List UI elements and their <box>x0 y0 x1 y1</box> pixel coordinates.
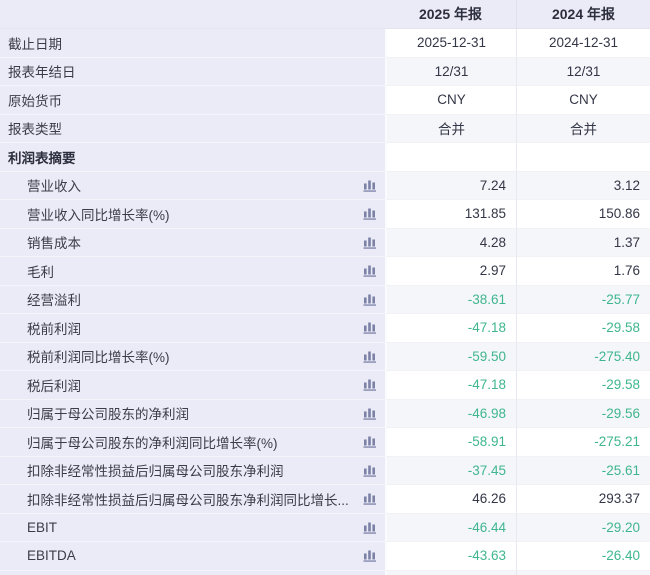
bar-chart-icon[interactable] <box>362 292 377 306</box>
table-row: EBIT -46.44 -29.20 <box>0 513 650 542</box>
bar-chart-icon[interactable] <box>362 520 377 534</box>
bar-chart-icon[interactable] <box>362 492 377 506</box>
row-label: 毛利 <box>27 264 54 280</box>
value-2024: -275.21 <box>516 428 650 457</box>
value-2024: -29.20 <box>516 513 650 542</box>
value-2025: 4.28 <box>385 228 516 257</box>
value-2025: -46.98 <box>385 399 516 428</box>
table-row: 营业收入同比增长率(%) 131.85 150.86 <box>0 200 650 229</box>
value-2025: CNY <box>385 86 516 115</box>
value-2025 <box>385 143 516 172</box>
row-label: 税前利润同比增长率(%) <box>27 350 170 366</box>
bar-chart-icon[interactable] <box>362 549 377 563</box>
header-2024: 2024 年报 <box>516 0 650 29</box>
bar-chart-icon[interactable] <box>362 264 377 278</box>
value-2024: -25.61 <box>516 456 650 485</box>
value-2025: 合并 <box>385 114 516 143</box>
value-2024: -275.40 <box>516 342 650 371</box>
value-2025: 2025-12-31 <box>385 29 516 58</box>
table-row: 营业收入 7.24 3.12 <box>0 171 650 200</box>
value-2024: -26.40 <box>516 542 650 571</box>
table-body: 截止日期 2025-12-31 2024-12-31 报表年结日 12/31 1… <box>0 29 650 571</box>
value-2024: 12/31 <box>516 57 650 86</box>
value-2025: 7.24 <box>385 171 516 200</box>
value-2025: 46.26 <box>385 485 516 514</box>
row-label: 税前利润 <box>27 321 81 337</box>
value-2024: -29.58 <box>516 314 650 343</box>
table-row: 扣除非经常性损益后归属母公司股东净利润同比增长... 46.26 293.37 <box>0 485 650 514</box>
row-label: EBITDA <box>27 548 76 564</box>
table-row: 利润表摘要 <box>0 143 650 172</box>
value-2025: 2.97 <box>385 257 516 286</box>
table-row: 原始货币 CNY CNY <box>0 86 650 115</box>
value-2025: -43.63 <box>385 542 516 571</box>
row-label: 营业收入 <box>27 179 81 195</box>
value-2024: -29.58 <box>516 371 650 400</box>
value-2024: 150.86 <box>516 200 650 229</box>
bar-chart-icon[interactable] <box>362 178 377 192</box>
bar-chart-icon[interactable] <box>362 235 377 249</box>
table-row: 税后利润 -47.18 -29.58 <box>0 371 650 400</box>
row-label: 截止日期 <box>8 36 62 52</box>
table-header: 2025 年报 2024 年报 <box>0 0 650 29</box>
row-label: 报表类型 <box>8 122 62 138</box>
table-row: 税前利润 -47.18 -29.58 <box>0 314 650 343</box>
row-label: 原始货币 <box>8 93 62 109</box>
value-2025: -37.45 <box>385 456 516 485</box>
bar-chart-icon[interactable] <box>362 406 377 420</box>
header-empty-cell <box>0 0 385 29</box>
table-row: 经营溢利 -38.61 -25.77 <box>0 285 650 314</box>
row-label: 经营溢利 <box>27 293 81 309</box>
row-label: 销售成本 <box>27 236 81 252</box>
row-label: 扣除非经常性损益后归属母公司股东净利润 <box>27 464 284 480</box>
value-2025: -46.44 <box>385 513 516 542</box>
value-2025: -47.18 <box>385 371 516 400</box>
bar-chart-icon[interactable] <box>362 321 377 335</box>
row-label: 归属于母公司股东的净利润 <box>27 407 189 423</box>
table-row: 截止日期 2025-12-31 2024-12-31 <box>0 29 650 58</box>
bar-chart-icon[interactable] <box>362 435 377 449</box>
table-row: 毛利 2.97 1.76 <box>0 257 650 286</box>
value-2024: -25.77 <box>516 285 650 314</box>
value-2025: -58.91 <box>385 428 516 457</box>
table-row: 报表年结日 12/31 12/31 <box>0 57 650 86</box>
table-row: 归属于母公司股东的净利润同比增长率(%) -58.91 -275.21 <box>0 428 650 457</box>
table-row: 报表类型 合并 合并 <box>0 114 650 143</box>
value-2024: 3.12 <box>516 171 650 200</box>
value-2025: -38.61 <box>385 285 516 314</box>
value-2024: CNY <box>516 86 650 115</box>
value-2024: 合并 <box>516 114 650 143</box>
row-label: 扣除非经常性损益后归属母公司股东净利润同比增长... <box>27 492 349 508</box>
row-label: 利润表摘要 <box>8 150 76 166</box>
bar-chart-icon[interactable] <box>362 463 377 477</box>
value-2024: 1.76 <box>516 257 650 286</box>
table-row: 税前利润同比增长率(%) -59.50 -275.40 <box>0 342 650 371</box>
bar-chart-icon[interactable] <box>362 349 377 363</box>
value-2024 <box>516 143 650 172</box>
value-2025: 12/31 <box>385 57 516 86</box>
value-2024: 2024-12-31 <box>516 29 650 58</box>
table-row-partial <box>0 570 650 575</box>
value-2025: 131.85 <box>385 200 516 229</box>
table-row: 销售成本 4.28 1.37 <box>0 228 650 257</box>
bar-chart-icon[interactable] <box>362 207 377 221</box>
table-row: 扣除非经常性损益后归属母公司股东净利润 -37.45 -25.61 <box>0 456 650 485</box>
value-2025: -47.18 <box>385 314 516 343</box>
row-label: 报表年结日 <box>8 65 76 81</box>
row-label: 营业收入同比增长率(%) <box>27 207 170 223</box>
header-2025: 2025 年报 <box>385 0 516 29</box>
row-label: 税后利润 <box>27 378 81 394</box>
value-2024: -29.56 <box>516 399 650 428</box>
value-2024: 1.37 <box>516 228 650 257</box>
value-2024: 293.37 <box>516 485 650 514</box>
table-row: 归属于母公司股东的净利润 -46.98 -29.56 <box>0 399 650 428</box>
row-label: 归属于母公司股东的净利润同比增长率(%) <box>27 435 278 451</box>
row-label: EBIT <box>27 519 58 535</box>
value-2025: -59.50 <box>385 342 516 371</box>
table-row: EBITDA -43.63 -26.40 <box>0 542 650 571</box>
bar-chart-icon[interactable] <box>362 378 377 392</box>
